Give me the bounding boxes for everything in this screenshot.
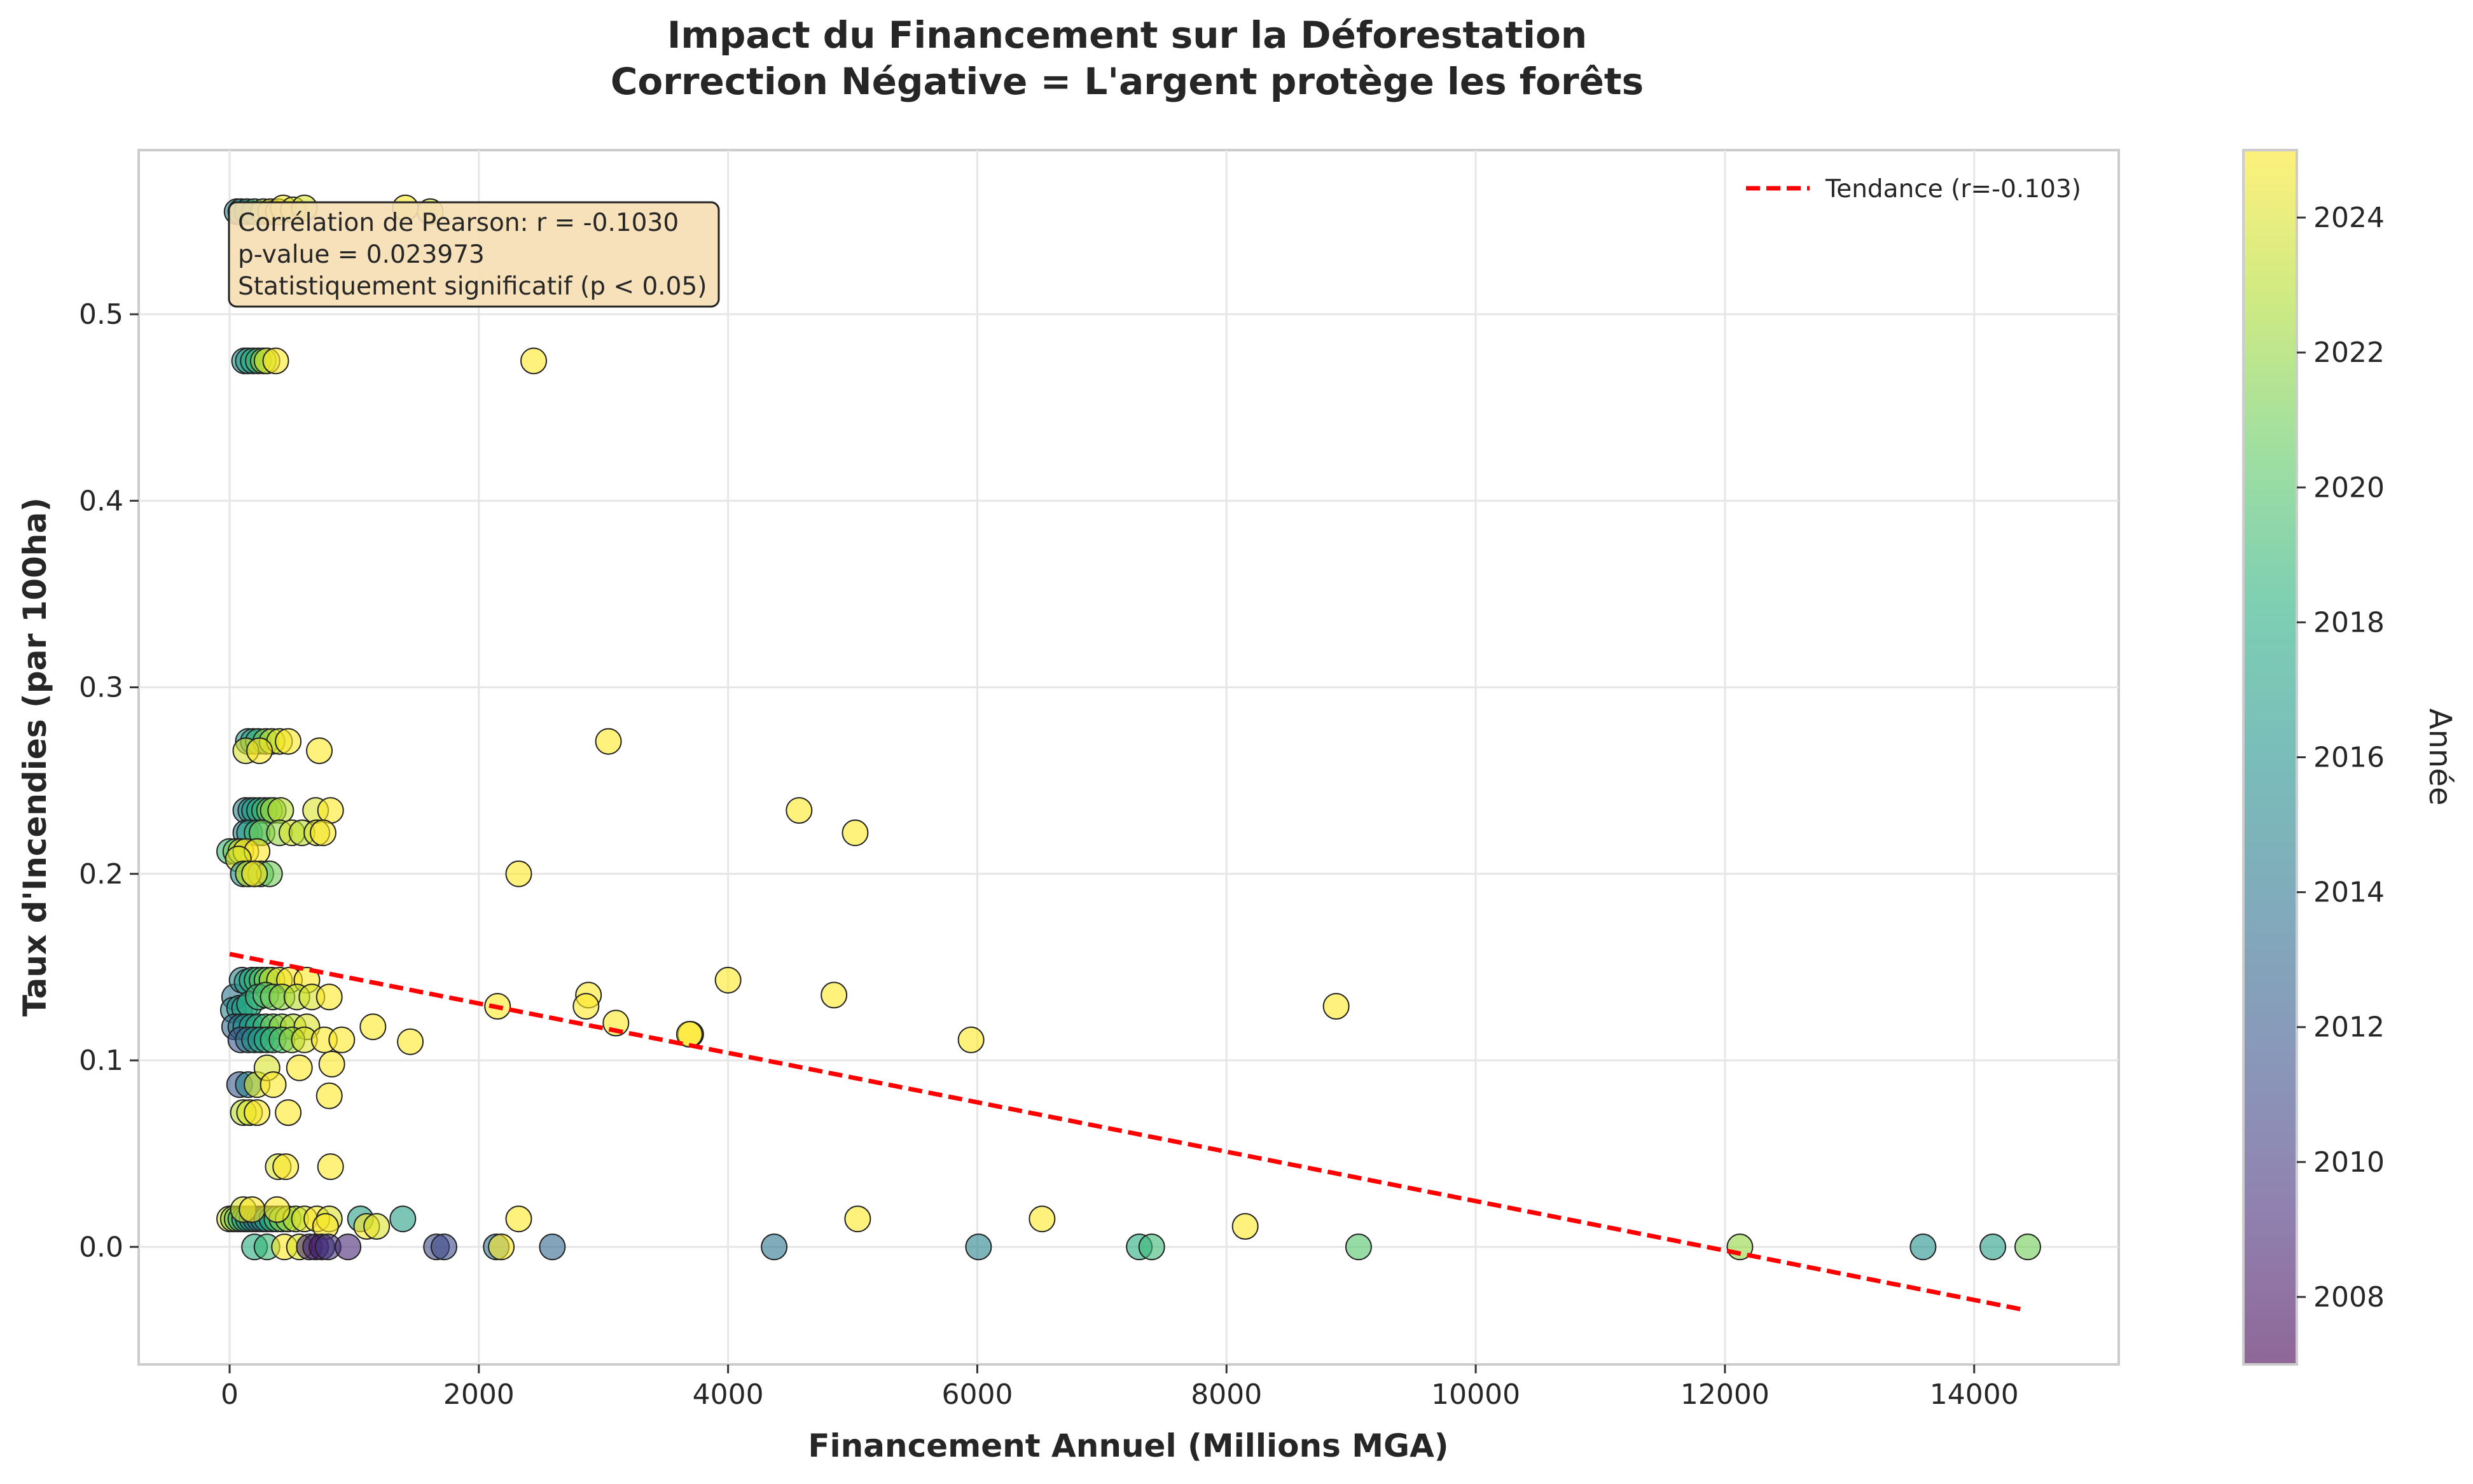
x-tick-label: 8000	[1191, 1378, 1262, 1411]
y-tick-label: 0.1	[79, 1044, 123, 1077]
data-point	[318, 1050, 345, 1078]
trend-layer	[229, 952, 2027, 1313]
data-point	[1909, 1233, 1937, 1261]
data-point	[272, 1153, 300, 1181]
x-axis-label: Financement Annuel (Millions MGA)	[808, 1427, 1448, 1464]
data-point	[430, 1233, 457, 1261]
data-point	[844, 1205, 871, 1233]
x-tick-label: 4000	[693, 1378, 764, 1411]
data-point	[1322, 992, 1350, 1020]
data-point	[267, 797, 294, 824]
data-point	[1979, 1233, 2007, 1261]
data-point	[315, 983, 343, 1011]
data-point	[2014, 1233, 2041, 1261]
x-tick-label: 6000	[941, 1378, 1013, 1411]
y-axis-label: Taux d'Incendies (par 100ha)	[17, 497, 53, 1016]
colorbar-tick-label: 2008	[2313, 1281, 2385, 1314]
stats-line-significance: Statistiquement significatif (p < 0.05)	[238, 272, 707, 301]
colorbar-gradient	[2242, 149, 2298, 1366]
data-point	[260, 1071, 287, 1099]
scatter-points	[216, 194, 2041, 1261]
axis-ticks: 0 2000 4000 6000 8000 10000 12000 14000 0.0 0.1 0.…	[79, 298, 2019, 1411]
y-tick-label: 0.0	[79, 1231, 123, 1263]
data-point	[520, 347, 548, 375]
data-point	[275, 728, 302, 755]
data-point	[363, 1213, 391, 1240]
data-point	[328, 1026, 356, 1053]
data-point	[262, 347, 289, 375]
colorbar-tick-label: 2014	[2313, 877, 2385, 909]
colorbar: 2008 2010 2012 2014 2016 2018 2020 2022 2024 Ann…	[2242, 149, 2458, 1366]
grid-lines	[139, 150, 2119, 1364]
data-point	[244, 1099, 271, 1127]
plot-area	[137, 149, 2120, 1366]
data-point	[275, 1099, 302, 1127]
data-point	[389, 1205, 417, 1233]
data-point	[1231, 1213, 1259, 1240]
data-point	[263, 1196, 291, 1223]
colorbar-tick-label: 2016	[2313, 742, 2385, 774]
data-point	[957, 1026, 985, 1053]
data-point	[1345, 1233, 1372, 1261]
data-point	[1029, 1205, 1056, 1233]
x-tick-label: 2000	[443, 1378, 515, 1411]
data-point	[309, 819, 336, 847]
data-point	[965, 1233, 992, 1261]
data-point	[505, 860, 532, 887]
data-point	[572, 992, 600, 1020]
data-point	[397, 1028, 424, 1055]
legend-trend-label: Tendance (r=-0.103)	[1825, 175, 2081, 204]
data-point	[842, 819, 869, 847]
data-point	[821, 981, 848, 1009]
data-point	[246, 737, 274, 765]
data-point	[239, 1196, 266, 1223]
y-tick-label: 0.2	[79, 858, 123, 891]
data-point	[786, 797, 813, 824]
data-point	[241, 860, 268, 887]
stats-annotation-box	[228, 201, 720, 308]
data-point	[714, 966, 742, 994]
stats-annotation: Corrélation de Pearson: r = -0.1030 p-va…	[228, 201, 720, 308]
chart-title: Impact du Financement sur la Déforestati…	[667, 13, 1587, 57]
stats-line-pvalue: p-value = 0.023973	[238, 240, 485, 269]
chart-subtitle: Correction Négative = L'argent protège l…	[611, 60, 1644, 103]
data-point	[317, 797, 344, 824]
data-point	[286, 1054, 313, 1081]
x-tick-label: 0	[221, 1378, 239, 1411]
colorbar-tick-label: 2024	[2313, 202, 2385, 234]
data-point	[317, 1153, 344, 1181]
colorbar-label: Année	[2422, 709, 2458, 806]
colorbar-tick-label: 2018	[2313, 606, 2385, 639]
y-tick-label: 0.5	[79, 298, 123, 331]
data-point	[488, 1233, 515, 1261]
y-tick-label: 0.4	[79, 485, 123, 517]
x-tick-label: 10000	[1431, 1378, 1520, 1411]
data-point	[359, 1013, 387, 1041]
x-tick-label: 12000	[1680, 1378, 1770, 1411]
data-point	[315, 1082, 343, 1109]
colorbar-tick-label: 2020	[2313, 471, 2385, 504]
stats-line-correlation: Corrélation de Pearson: r = -0.1030	[238, 209, 679, 237]
x-tick-label: 14000	[1930, 1378, 2019, 1411]
data-point	[306, 737, 333, 765]
data-point	[761, 1233, 788, 1261]
data-point	[335, 1233, 362, 1261]
data-point	[539, 1233, 566, 1261]
legend: Tendance (r=-0.103)	[1746, 175, 2081, 204]
y-tick-label: 0.3	[79, 672, 123, 704]
colorbar-tick-label: 2012	[2313, 1011, 2385, 1044]
data-point	[1138, 1233, 1165, 1261]
colorbar-ticks: 2008 2010 2012 2014 2016 2018 2020 2022 2024	[2297, 202, 2385, 1314]
data-point	[505, 1205, 532, 1233]
trend-line	[229, 952, 2027, 1313]
data-point	[595, 728, 622, 755]
colorbar-tick-label: 2010	[2313, 1146, 2385, 1179]
colorbar-tick-label: 2022	[2313, 336, 2385, 369]
